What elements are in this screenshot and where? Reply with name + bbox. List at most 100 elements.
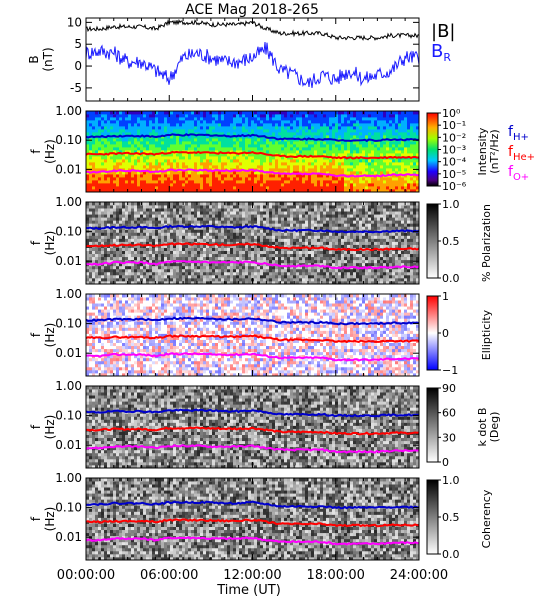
heatmap-cell <box>158 277 162 282</box>
heatmap-cell <box>341 165 345 169</box>
heatmap-cell <box>164 244 168 248</box>
heatmap-cell <box>305 171 309 175</box>
heatmap-cell <box>275 168 279 172</box>
heatmap-cell <box>371 171 375 175</box>
heatmap-cell <box>248 211 252 215</box>
heatmap-cell <box>185 141 189 145</box>
heatmap-cell <box>302 171 306 175</box>
heatmap-cell <box>203 147 207 151</box>
heatmap-cell <box>308 123 312 127</box>
heatmap-cell <box>122 265 126 270</box>
heatmap-cell <box>206 132 210 136</box>
heatmap-cell <box>407 132 411 136</box>
heatmap-cell <box>275 271 279 276</box>
heatmap-cell <box>272 226 276 230</box>
heatmap-cell <box>140 220 144 224</box>
heatmap-cell <box>86 189 90 193</box>
heatmap-cell <box>98 232 102 236</box>
heatmap-cell <box>380 150 384 154</box>
heatmap-cell <box>293 229 297 233</box>
heatmap-cell <box>266 238 270 242</box>
heatmap-cell <box>299 162 303 166</box>
heatmap-cell <box>392 162 396 166</box>
heatmap-cell <box>116 189 120 193</box>
heatmap-cell <box>116 111 120 115</box>
heatmap-cell <box>242 253 246 258</box>
heatmap-cell <box>188 253 192 258</box>
heatmap-cell <box>230 189 234 193</box>
heatmap-cell <box>302 174 306 178</box>
heatmap-cell <box>383 120 387 124</box>
heatmap-cell <box>92 250 96 255</box>
heatmap-cell <box>260 217 264 221</box>
heatmap-cell <box>191 135 195 139</box>
heatmap-cell <box>209 244 213 248</box>
heatmap-cell <box>326 186 330 190</box>
heatmap-cell <box>110 202 114 206</box>
heatmap-cell <box>245 262 249 267</box>
heatmap-cell <box>221 174 225 178</box>
heatmap-cell <box>212 141 216 145</box>
heatmap-cell <box>107 114 111 118</box>
heatmap-cell <box>269 259 273 264</box>
heatmap-cell <box>248 111 252 115</box>
heatmap-cell <box>221 156 225 160</box>
heatmap-cell <box>230 202 234 206</box>
heatmap-cell <box>149 156 153 160</box>
heatmap-cell <box>149 114 153 118</box>
heatmap-cell <box>89 162 93 166</box>
heatmap-cell <box>272 220 276 224</box>
heatmap-cell <box>371 159 375 163</box>
heatmap-cell <box>89 223 93 227</box>
heatmap-cell <box>362 177 366 181</box>
heatmap-cell <box>248 123 252 127</box>
heatmap-cell <box>203 135 207 139</box>
heatmap-cell <box>404 177 408 181</box>
heatmap-cell <box>98 250 102 255</box>
heatmap-cell <box>191 162 195 166</box>
heatmap-cell <box>269 280 273 285</box>
heatmap-cell <box>320 117 324 121</box>
heatmap-cell <box>125 168 129 172</box>
heatmap-cell <box>314 165 318 169</box>
heatmap-cell <box>101 150 105 154</box>
heatmap-cell <box>104 147 108 151</box>
heatmap-cell <box>176 156 180 160</box>
heatmap-cell <box>242 183 246 187</box>
heatmap-cell <box>218 265 222 270</box>
heatmap-cell <box>176 135 180 139</box>
heatmap-cell <box>275 265 279 270</box>
heatmap-cell <box>389 144 393 148</box>
heatmap-cell <box>344 144 348 148</box>
heatmap-cell <box>122 132 126 136</box>
heatmap-cell <box>359 171 363 175</box>
heatmap-cell <box>143 183 147 187</box>
heatmap-cell <box>140 229 144 233</box>
heatmap-cell <box>224 147 228 151</box>
heatmap-cell <box>146 159 150 163</box>
heatmap-cell <box>281 189 285 193</box>
heatmap-cell <box>350 111 354 115</box>
heatmap-cell <box>143 168 147 172</box>
heatmap-cell <box>215 183 219 187</box>
heatmap-cell <box>266 183 270 187</box>
heatmap-cell <box>233 274 237 279</box>
heatmap-cell <box>152 141 156 145</box>
heatmap-cell <box>155 120 159 124</box>
heatmap-cell <box>128 265 132 270</box>
heatmap-cell <box>212 156 216 160</box>
heatmap-cell <box>206 268 210 273</box>
heatmap-cell <box>248 250 252 255</box>
heatmap-cell <box>119 117 123 121</box>
heatmap-cell <box>182 262 186 267</box>
heatmap-cell <box>227 271 231 276</box>
heatmap-cell <box>347 135 351 139</box>
heatmap-cell <box>296 232 300 236</box>
heatmap-cell <box>284 280 288 285</box>
heatmap-cell <box>134 232 138 236</box>
heatmap-cell <box>296 259 300 264</box>
heatmap-cell <box>95 229 99 233</box>
heatmap-cell <box>86 271 90 276</box>
heatmap-cell <box>86 202 90 206</box>
heatmap-cell <box>197 250 201 255</box>
